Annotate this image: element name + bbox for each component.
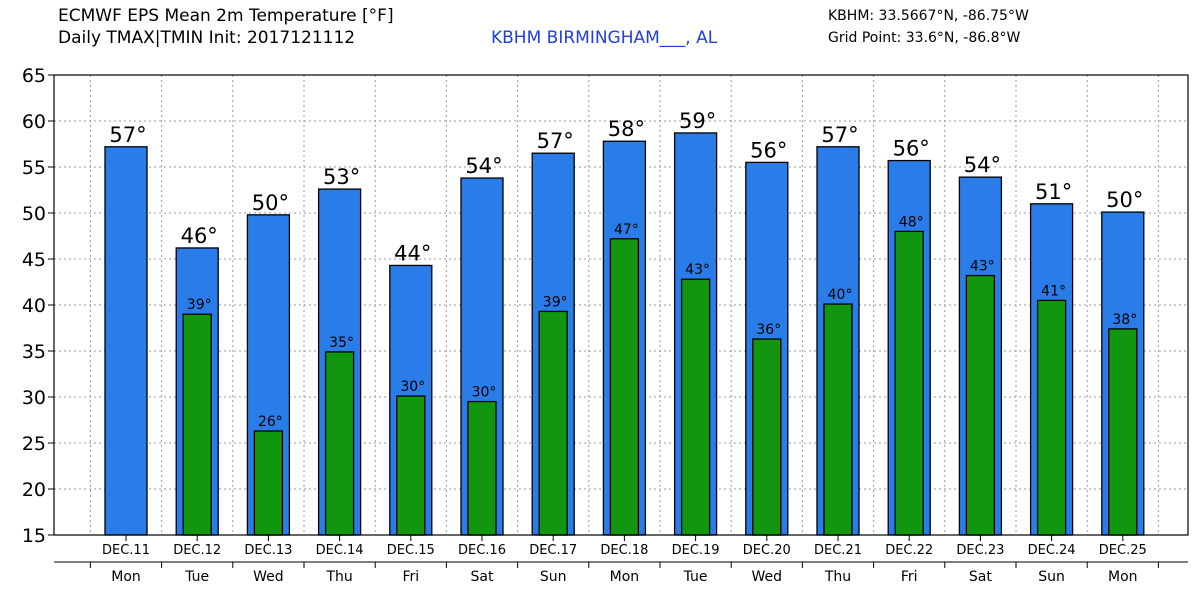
y-tick-label: 45 [22,249,46,271]
tmin-label: 40° [828,287,853,303]
y-tick-label: 65 [22,65,46,87]
x-date-label: DEC.11 [102,543,150,558]
tmin-label: 39° [187,297,212,313]
y-tick-label: 40 [22,295,46,317]
y-tick-label: 60 [22,111,46,133]
x-date-label: DEC.23 [956,543,1004,558]
bars-layer: 57° 46° 39° 50° 26° 53° 35° 44° 30° 54° 30° 57° 39° 5… [104,109,1145,536]
tmin-bar [609,238,640,536]
tmax-label: 57° [821,123,858,147]
station-coordinates: KBHM: 33.5667°N, -86.75°W [828,8,1029,24]
tmin-bar [253,430,284,536]
tmax-label: 58° [608,117,645,141]
x-date-label: DEC.20 [743,543,791,558]
tmin-label: 26° [258,414,283,430]
x-weekday-label: Mon [111,569,141,585]
x-date-label: DEC.12 [173,543,221,558]
tmin-label: 47° [614,222,639,238]
x-date-label: DEC.22 [885,543,933,558]
y-tick-label: 55 [22,157,46,179]
tmin-bar [467,400,497,536]
chart-title: ECMWF EPS Mean 2m Temperature [°F] [58,6,394,26]
tmin-bar [538,310,568,536]
tmin-label: 35° [329,335,354,351]
y-tick-label: 50 [22,203,46,225]
tmax-label: 54° [964,153,1001,177]
y-tick-label: 30 [22,387,46,409]
tmax-label: 57° [537,129,574,153]
tmin-label: 39° [543,294,568,310]
x-weekday-label: Thu [824,569,851,585]
tmax-label: 53° [323,165,360,189]
tmin-bar [965,274,996,536]
y-tick-label: 20 [22,479,46,501]
grid-point-coordinates: Grid Point: 33.6°N, -86.8°W [828,30,1021,46]
tmin-bar [396,395,426,536]
tmin-bar [1036,299,1067,536]
tmin-bar [324,351,355,536]
tmax-label: 56° [750,138,787,162]
x-weekday-label: Wed [253,569,284,585]
x-date-label: DEC.25 [1099,543,1147,558]
plot-frame [53,74,1189,536]
x-weekday-label: Fri [402,569,419,585]
x-date-label: DEC.14 [316,543,364,558]
x-weekday-label: Sun [1038,569,1065,585]
tmax-label: 57° [109,123,146,147]
y-tick-label: 35 [22,341,46,363]
x-weekday-label: Tue [184,569,209,585]
tmax-label: 59° [679,109,716,133]
tmax-label: 51° [1035,180,1072,204]
x-weekday-label: Mon [610,569,640,585]
x-weekday-label: Sun [540,569,567,585]
tmin-label: 38° [1112,312,1137,328]
tmin-bar [680,278,711,536]
x-date-label: DEC.24 [1028,543,1076,558]
tmax-bar [104,146,148,536]
x-weekday-label: Thu [325,569,352,585]
x-date-label: DEC.16 [458,543,506,558]
tmin-bar [1108,328,1138,536]
axis-layer: 15 20 25 30 35 40 45 50 55 60 65 DEC.11 Mon DEC.12 Tue… [22,65,1189,585]
tmin-label: 43° [685,262,710,278]
x-date-label: DEC.19 [672,543,720,558]
tmax-label: 56° [893,137,930,161]
x-weekday-label: Wed [752,569,783,585]
tmin-label: 41° [1041,283,1066,299]
y-tick-label: 25 [22,433,46,455]
tmax-label: 54° [465,154,502,178]
station-name: KBHM BIRMINGHAM___, AL [491,28,718,48]
y-tick-label: 15 [22,525,46,547]
tmin-label: 30° [400,379,425,395]
tmin-label: 43° [970,259,995,275]
x-date-label: DEC.13 [244,543,292,558]
tmin-label: 36° [756,322,781,338]
tmax-label: 46° [181,224,218,248]
chart-subtitle: Daily TMAX|TMIN Init: 2017121112 [58,28,356,48]
x-weekday-label: Sat [969,569,992,585]
x-date-label: DEC.17 [529,543,577,558]
x-weekday-label: Fri [901,569,918,585]
tmax-label: 50° [252,191,289,215]
tmin-bar [182,313,212,536]
x-date-label: DEC.21 [814,543,862,558]
x-weekday-label: Mon [1108,569,1138,585]
x-weekday-label: Sat [471,569,494,585]
tmin-bar [823,303,853,536]
tmin-label: 30° [472,385,497,401]
x-date-label: DEC.15 [387,543,435,558]
tmin-bar [894,230,924,536]
tmax-label: 44° [394,241,431,265]
x-weekday-label: Tue [683,569,708,585]
tmin-label: 48° [899,214,924,230]
tmin-bar [752,338,782,536]
tmax-label: 50° [1106,188,1143,212]
x-date-label: DEC.18 [600,543,648,558]
